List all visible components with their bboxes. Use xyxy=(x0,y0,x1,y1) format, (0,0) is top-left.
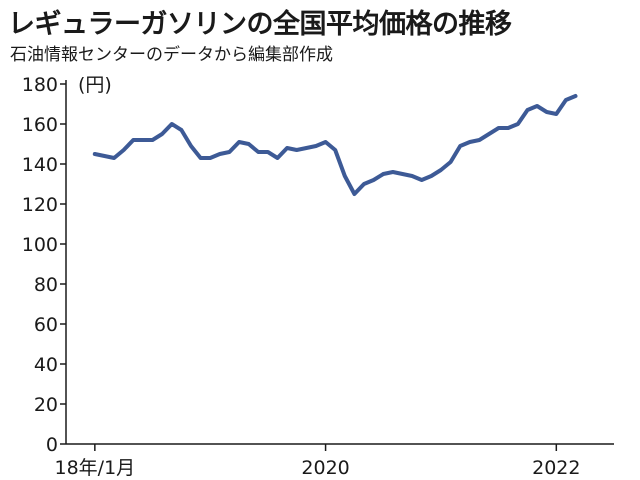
y-axis-ticks: 0 20 40 60 80 100 120 140 160 180 xyxy=(22,74,66,456)
data-point xyxy=(575,95,577,97)
y-tick-label: 60 xyxy=(34,314,58,336)
data-point xyxy=(123,149,125,151)
page-title: レギュラーガソリンの全国平均価格の推移 xyxy=(8,9,512,40)
data-point xyxy=(517,123,519,125)
data-point xyxy=(180,129,182,131)
data-point xyxy=(411,175,413,177)
data-point xyxy=(267,151,269,153)
data-point xyxy=(132,139,134,141)
y-tick-label: 140 xyxy=(22,154,58,176)
data-point xyxy=(315,145,317,147)
data-point xyxy=(94,153,96,155)
data-point xyxy=(421,179,423,181)
data-point xyxy=(392,171,394,173)
data-points xyxy=(94,95,577,195)
data-point xyxy=(546,111,548,113)
data-point xyxy=(459,145,461,147)
y-tick-label: 100 xyxy=(22,234,58,256)
x-axis-ticks: 18年/1月 2020 2022 xyxy=(55,444,580,479)
chart-subtitle: 石油情報センターのデータから編集部作成 xyxy=(10,45,333,65)
y-tick-label: 40 xyxy=(34,354,58,376)
data-point xyxy=(238,141,240,143)
data-point xyxy=(113,157,115,159)
data-point xyxy=(161,133,163,135)
data-point xyxy=(488,133,490,135)
data-point xyxy=(228,151,230,153)
data-point xyxy=(555,113,557,115)
y-tick-label: 120 xyxy=(22,194,58,216)
data-point xyxy=(353,193,355,195)
y-axis-unit: (円) xyxy=(78,74,112,96)
data-point xyxy=(152,139,154,141)
data-point xyxy=(440,169,442,171)
data-point xyxy=(190,145,192,147)
data-point xyxy=(219,153,221,155)
data-point xyxy=(344,175,346,177)
data-point xyxy=(382,173,384,175)
data-point xyxy=(257,151,259,153)
data-point xyxy=(430,175,432,177)
data-point xyxy=(277,157,279,159)
data-point xyxy=(363,183,365,185)
data-point xyxy=(334,149,336,151)
data-point xyxy=(209,157,211,159)
data-point xyxy=(401,173,403,175)
y-tick-label: 20 xyxy=(34,394,58,416)
data-point xyxy=(526,109,528,111)
data-point xyxy=(296,149,298,151)
data-point xyxy=(498,127,500,129)
y-tick-label: 160 xyxy=(22,114,58,136)
data-point xyxy=(478,139,480,141)
x-tick-label: 18年/1月 xyxy=(55,457,136,479)
y-tick-label: 0 xyxy=(46,434,58,456)
data-point xyxy=(200,157,202,159)
data-point xyxy=(171,123,173,125)
y-tick-label: 80 xyxy=(34,274,58,296)
data-point xyxy=(373,179,375,181)
data-point xyxy=(325,141,327,143)
data-point xyxy=(536,105,538,107)
data-point xyxy=(103,155,105,157)
x-tick-label: 2022 xyxy=(532,457,580,479)
data-point xyxy=(565,99,567,101)
data-point xyxy=(507,127,509,129)
data-point xyxy=(305,147,307,149)
data-point xyxy=(248,143,250,145)
y-tick-label: 180 xyxy=(22,74,58,96)
data-point xyxy=(469,141,471,143)
data-point xyxy=(286,147,288,149)
data-point xyxy=(142,139,144,141)
x-tick-label: 2020 xyxy=(301,457,349,479)
series-line xyxy=(92,94,578,196)
data-point xyxy=(450,161,452,163)
